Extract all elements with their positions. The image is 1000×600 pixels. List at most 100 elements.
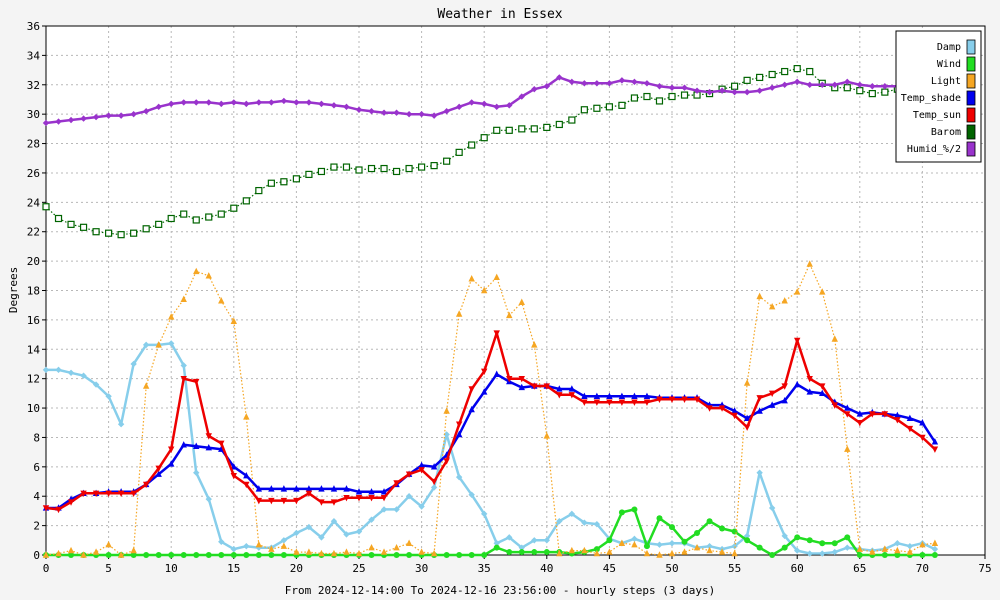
- y-tick-label: 4: [33, 490, 40, 503]
- legend-label: Light: [931, 76, 961, 87]
- data-point-light: [343, 548, 350, 555]
- data-point-damp: [205, 495, 212, 503]
- data-point-damp: [430, 484, 438, 491]
- series-line-temp-shade: [46, 373, 936, 510]
- data-point-damp: [305, 523, 313, 531]
- data-point-barom: [255, 186, 263, 195]
- data-point-barom: [680, 91, 689, 99]
- data-point-temp-shade: [743, 414, 751, 422]
- data-point-damp: [768, 504, 776, 512]
- data-point-damp: [906, 542, 914, 550]
- data-point-light: [481, 286, 488, 294]
- data-point-temp-shade: [819, 389, 826, 397]
- data-point-temp-sun: [443, 458, 450, 465]
- data-point-humid-2: [593, 80, 601, 87]
- data-point-barom: [167, 214, 175, 223]
- data-point-humid-2: [355, 106, 363, 113]
- data-point-barom: [530, 125, 538, 133]
- data-point-temp-shade: [230, 463, 237, 470]
- data-point-temp-sun: [931, 446, 939, 453]
- data-point-barom: [430, 161, 438, 170]
- data-point-barom: [418, 163, 426, 171]
- data-point-humid-2: [418, 110, 425, 118]
- data-point-damp: [418, 503, 425, 510]
- data-point-temp-sun: [105, 490, 112, 497]
- data-point-wind: [481, 552, 488, 558]
- data-point-temp-sun: [155, 465, 162, 473]
- y-tick-label: 28: [27, 138, 40, 151]
- data-point-barom: [881, 88, 889, 96]
- data-point-light: [117, 551, 125, 558]
- data-point-damp: [168, 340, 175, 347]
- x-tick-label: 75: [978, 562, 991, 575]
- data-point-humid-2: [255, 99, 263, 106]
- data-point-temp-sun: [831, 402, 838, 409]
- data-point-humid-2: [731, 88, 738, 96]
- data-point-temp-sun: [343, 494, 350, 502]
- data-point-humid-2: [92, 113, 100, 121]
- data-point-temp-shade: [368, 488, 375, 495]
- data-point-light: [606, 548, 613, 555]
- data-point-humid-2: [293, 99, 300, 106]
- data-point-temp-shade: [856, 410, 863, 417]
- data-point-barom: [593, 104, 601, 112]
- data-point-humid-2: [318, 100, 325, 108]
- x-tick-label: 15: [227, 562, 240, 575]
- data-point-barom: [280, 178, 288, 186]
- data-point-humid-2: [230, 99, 237, 106]
- data-point-wind: [168, 552, 175, 558]
- data-point-temp-sun: [380, 494, 388, 502]
- data-point-humid-2: [518, 93, 525, 100]
- data-point-temp-shade: [305, 485, 313, 492]
- data-point-wind: [931, 552, 938, 558]
- data-point-temp-sun: [468, 386, 475, 393]
- data-point-wind: [669, 524, 675, 531]
- data-point-light: [155, 341, 162, 348]
- data-point-light: [819, 288, 826, 295]
- data-point-temp-sun: [819, 383, 826, 390]
- data-point-temp-shade: [318, 485, 325, 492]
- data-point-barom: [868, 89, 876, 98]
- series-light: [42, 260, 939, 558]
- data-point-light: [656, 551, 663, 558]
- data-point-temp-shade: [255, 485, 263, 492]
- data-point-barom: [180, 210, 188, 218]
- data-point-barom: [505, 126, 513, 134]
- data-point-temp-sun: [919, 434, 926, 442]
- legend-swatch: [966, 141, 976, 157]
- data-point-barom: [618, 101, 626, 109]
- data-point-light: [42, 551, 50, 558]
- data-point-barom: [242, 197, 250, 205]
- data-point-humid-2: [581, 80, 588, 87]
- data-point-humid-2: [80, 115, 87, 122]
- data-point-barom: [856, 87, 864, 95]
- data-point-barom: [405, 164, 413, 173]
- data-point-light: [931, 539, 939, 546]
- data-point-temp-sun: [906, 425, 914, 433]
- data-point-temp-shade: [168, 460, 175, 467]
- data-point-light: [418, 548, 425, 555]
- data-point-damp: [831, 548, 838, 556]
- data-point-damp: [293, 529, 300, 537]
- data-point-light: [142, 382, 150, 389]
- data-point-barom: [630, 94, 639, 102]
- data-point-barom: [230, 204, 238, 212]
- data-point-damp: [819, 550, 826, 557]
- data-point-light: [881, 545, 889, 552]
- y-tick-label: 36: [27, 20, 40, 33]
- data-point-wind: [218, 552, 225, 558]
- data-point-damp: [343, 531, 350, 538]
- x-tick-label: 25: [352, 562, 365, 575]
- data-point-humid-2: [819, 81, 826, 88]
- legend-swatch: [966, 124, 976, 140]
- data-point-light: [693, 543, 701, 551]
- data-point-wind: [606, 537, 613, 544]
- data-point-barom: [92, 228, 100, 236]
- data-point-temp-sun: [631, 399, 638, 406]
- data-point-temp-sun: [92, 490, 100, 497]
- data-point-temp-sun: [806, 375, 813, 383]
- data-point-wind: [105, 552, 112, 558]
- data-point-humid-2: [117, 112, 125, 119]
- data-point-temp-sun: [193, 378, 200, 386]
- data-point-light: [305, 548, 313, 555]
